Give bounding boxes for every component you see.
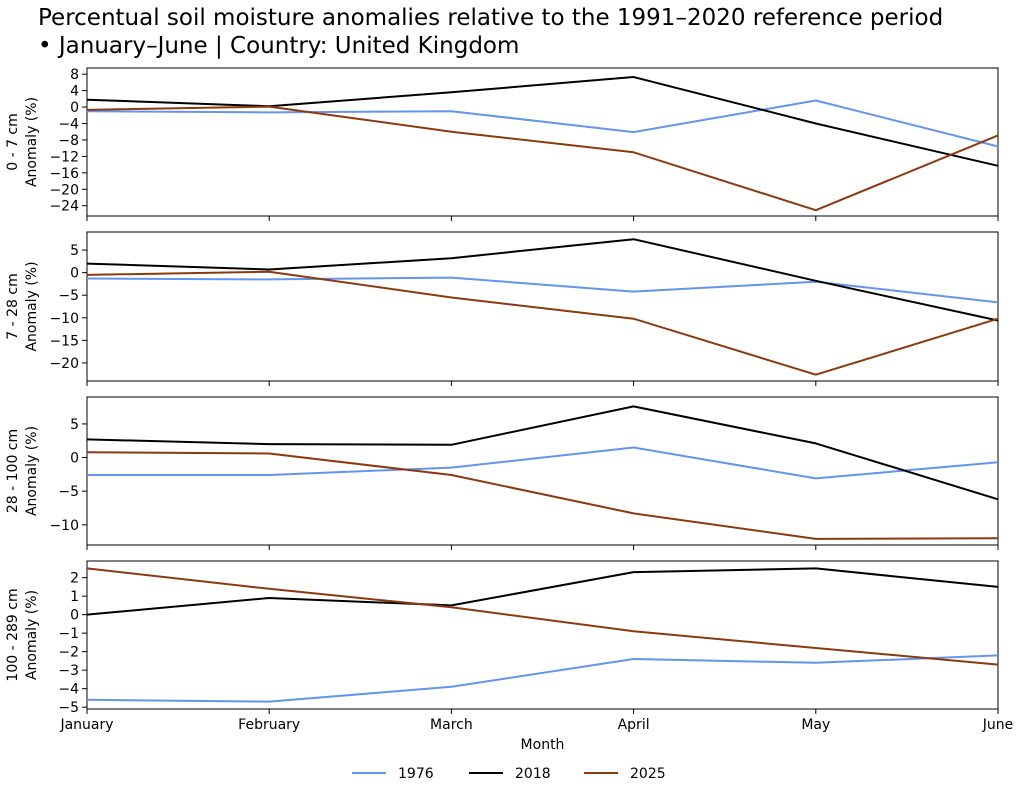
panel-2-ylabel: 7 - 28 cm [5,273,21,339]
legend-label-1976: 1976 [398,766,434,782]
chart-title: Percentual soil moisture anomalies relat… [38,5,944,59]
x-tick-label-april: April [618,717,650,733]
panel-2-ylabel: Anomaly (%) [24,261,40,351]
panel-2-frame [86,231,999,382]
panel-2-ytick-label: 5 [70,243,79,259]
panel-2-ytick-label: 0 [70,266,79,282]
panel-1-ytick-label: 8 [70,67,79,83]
panel-4-series-1976 [86,654,999,703]
panel-4-ytick-label: −3 [58,663,79,679]
panel-3-series-1976 [87,446,999,480]
panel-4-ytick-label: −1 [58,626,79,642]
panel-1-ytick-label: 0 [70,100,79,116]
panel-1-series-2025 [86,105,999,212]
panel-1-ylabel: Anomaly (%) [24,97,40,187]
panel-4-ytick-label: −2 [58,645,79,661]
panel-2-ytick-label: −5 [58,288,79,304]
panel-1-ytick-label: −24 [49,199,79,215]
panel-4-ylabel: 100 - 289 cm [5,588,21,681]
panel-1-ytick-label: −8 [58,133,79,149]
panel-2-ytick-label: −15 [49,333,79,349]
panel-1-ytick-label: −16 [49,166,79,182]
panel-2-series-2025 [86,270,999,376]
panel-3-series-2018 [86,405,999,501]
panel-1-ytick-label: 4 [70,84,79,100]
panel-1-ytick-label: −4 [58,117,79,133]
x-tick-label-june: June [982,717,1014,733]
panel-3-series-2025 [86,451,999,540]
panel-1-ylabel: 0 - 7 cm [5,113,21,171]
legend-label-2018: 2018 [515,766,551,782]
panel-1-series-2018 [86,76,999,167]
panel-3-ylabel: Anomaly (%) [24,426,40,516]
panel-3-frame [86,396,999,546]
panel-4-ytick-label: −4 [58,682,79,698]
panel-4-ylabel: Anomaly (%) [24,590,40,680]
panel-4-frame [86,560,999,710]
panel-1-frame [86,67,999,217]
panel-3-ytick-label: −5 [58,484,79,500]
x-tick-label-february: February [238,717,300,733]
panel-1-ytick-label: −20 [49,182,79,198]
x-tick-label-may: May [801,717,830,733]
panel-2-ytick-label: −10 [49,311,79,327]
panel-2-series-2018 [86,238,999,322]
x-axis-label: Month [521,737,565,753]
legend-label-2025: 2025 [630,766,666,782]
panel-2-ytick-label: −20 [49,356,79,372]
panel-4-series-2018 [86,567,999,616]
panel-3-ytick-label: 0 [70,451,79,467]
panel-4-ytick-label: 1 [70,589,79,605]
panel-2-series-1976 [86,276,999,304]
panel-3-ytick-label: 5 [70,417,79,433]
x-tick-label-march: March [430,717,473,733]
panel-4-series-2025 [86,567,999,666]
panel-3-ytick-label: −10 [49,518,79,534]
panel-4-ytick-label: 0 [70,608,79,624]
x-tick-label-january: January [59,717,113,733]
panel-4-ytick-label: −5 [58,700,79,716]
panel-4-ytick-label: 2 [70,571,79,587]
panel-1-series-1976 [86,99,999,148]
panel-1-ytick-label: −12 [49,149,79,165]
panel-3-ylabel: 28 - 100 cm [5,429,21,513]
